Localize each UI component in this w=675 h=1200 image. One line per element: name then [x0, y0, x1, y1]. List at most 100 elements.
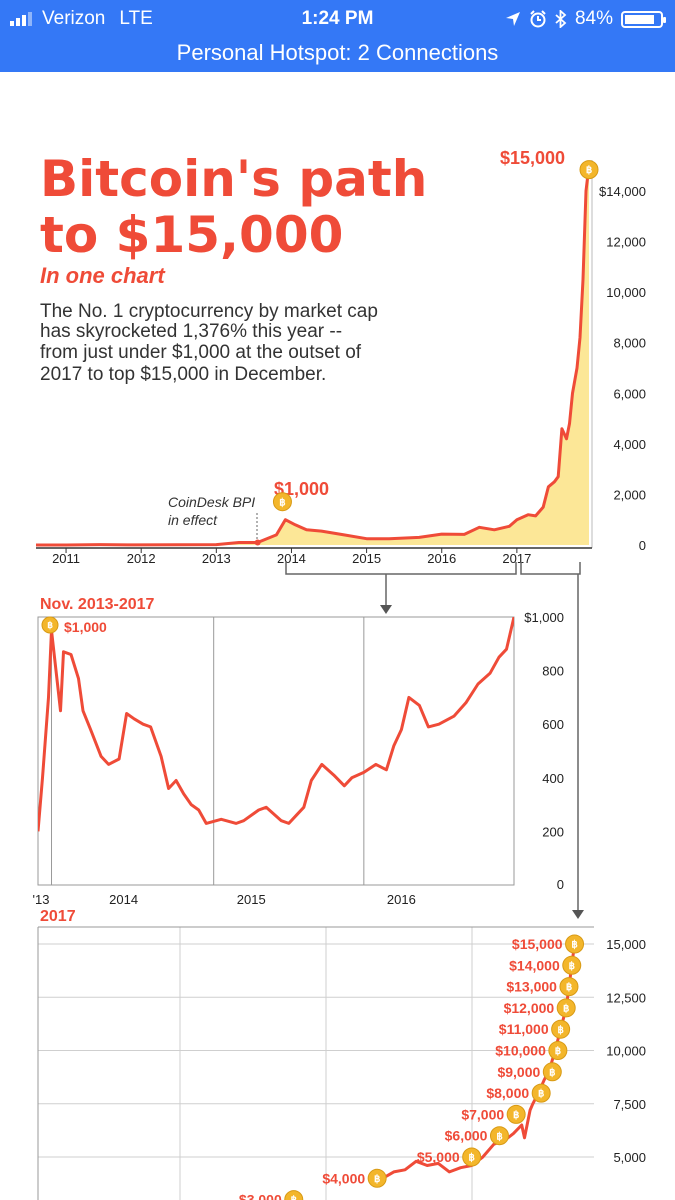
- chart-2-x-ticks: '13 2014 2015 2016: [33, 892, 416, 907]
- alarm-clock-icon: [530, 10, 546, 28]
- chart-2-y-tick-label: 600: [542, 717, 564, 732]
- milestone-label: $13,000: [506, 979, 557, 995]
- bitcoin-coin-icon: ฿: [489, 1126, 509, 1146]
- chart-1-x-tick-label: 2012: [127, 551, 156, 566]
- description-line-2: has skyrocketed 1,376% this year --: [40, 321, 342, 342]
- network-type: LTE: [119, 8, 153, 29]
- chart-2-title: Nov. 2013-2017: [40, 596, 155, 613]
- chart-title-line-2: to $15,000: [40, 206, 343, 264]
- chart-title-line-1: Bitcoin's path: [40, 150, 427, 208]
- location-arrow-icon: [505, 12, 520, 26]
- svg-text:฿: ฿: [513, 1110, 519, 1121]
- description-line-3: from just under $1,000 at the outset of: [40, 342, 362, 363]
- milestone: $8,000 ฿: [486, 1083, 551, 1103]
- milestone-label: $12,000: [504, 1000, 555, 1016]
- bracket-2017: [520, 562, 581, 575]
- bitcoin-coin-icon: ฿: [556, 998, 576, 1018]
- chart-3-y-tick-label: 10,000: [606, 1044, 646, 1059]
- chart-subtitle: In one chart: [40, 263, 166, 288]
- bracket-2013-2017: [285, 562, 517, 575]
- chart-1-y-tick-label: $14,000: [599, 184, 646, 199]
- svg-text:฿: ฿: [586, 165, 592, 176]
- chart-2-y-tick-label: 800: [542, 664, 564, 679]
- milestone: $6,000 ฿: [445, 1126, 509, 1146]
- bpi-note-line-2: in effect: [168, 512, 218, 528]
- milestone: $9,000 ฿: [497, 1062, 562, 1082]
- chart-2-y-tick-label: 0: [557, 877, 564, 892]
- svg-text:฿: ฿: [279, 497, 285, 508]
- chart-1-y-tick-label: 6,000: [613, 386, 646, 401]
- milestone: $3,000 ฿: [239, 1190, 304, 1200]
- milestone-label: $7,000: [461, 1106, 504, 1122]
- chart-3-y-tick-label: 15,000: [606, 937, 646, 952]
- bitcoin-coin-icon: ฿: [542, 1062, 562, 1082]
- signal-strength-icon: [10, 12, 32, 26]
- status-right: 84%: [505, 8, 666, 30]
- milestone: $11,000 ฿: [499, 1019, 571, 1039]
- milestone: $15,000 ฿: [512, 934, 585, 954]
- chart-3-y-tick-label: 5,000: [613, 1150, 646, 1165]
- chart-2-y-ticks: $1,000 800 600 400 200 0: [524, 610, 564, 892]
- chart-1-y-tick-label: 4,000: [613, 437, 646, 452]
- chart-2-frame: [37, 616, 515, 886]
- svg-text:฿: ฿: [496, 1131, 502, 1142]
- description-line-4: 2017 to top $15,000 in December.: [40, 364, 326, 385]
- chart-1-y-ticks: $14,000 12,000 10,000 8,000 6,000 4,000 2,000 0: [599, 184, 646, 553]
- svg-text:฿: ฿: [469, 1153, 475, 1164]
- hotspot-banner[interactable]: Personal Hotspot: 2 Connections: [0, 38, 675, 72]
- svg-text:฿: ฿: [569, 961, 575, 972]
- chart-2-x-tick-label: 2014: [109, 892, 138, 907]
- infographic-svg: $14,000 12,000 10,000 8,000 6,000 4,000 2,000 0…: [33, 148, 646, 1200]
- milestone-label: $10,000: [495, 1043, 546, 1059]
- bitcoin-coin-icon: ฿: [579, 160, 599, 180]
- milestone-label: $3,000: [239, 1192, 282, 1200]
- chart-2-y-tick-label: 400: [542, 771, 564, 786]
- battery-percent: 84%: [574, 8, 613, 29]
- svg-text:฿: ฿: [563, 1004, 569, 1015]
- svg-text:฿: ฿: [291, 1195, 297, 1200]
- bpi-marker: [254, 539, 261, 546]
- svg-text:฿: ฿: [566, 982, 572, 993]
- milestone-label: $4,000: [322, 1170, 365, 1186]
- bitcoin-coin-icon: ฿: [272, 492, 292, 512]
- chart-3-grid: [38, 927, 594, 1200]
- bitcoin-infographic: $14,000 12,000 10,000 8,000 6,000 4,000 2,000 0…: [0, 72, 675, 1200]
- chart-1-y-tick-label: 0: [639, 538, 646, 553]
- svg-text:฿: ฿: [538, 1089, 544, 1100]
- milestone-label: $5,000: [417, 1149, 460, 1165]
- chart-2-x-tick-label: 2015: [237, 892, 266, 907]
- svg-text:฿: ฿: [571, 940, 577, 951]
- svg-text:฿: ฿: [557, 1025, 563, 1036]
- bitcoin-coin-icon: ฿: [559, 977, 579, 997]
- milestone: $4,000 ฿: [322, 1168, 387, 1188]
- svg-text:฿: ฿: [374, 1174, 380, 1185]
- bitcoin-coin-icon: ฿: [462, 1147, 482, 1167]
- chart-3-title: 2017: [40, 908, 76, 925]
- chart-1-y-tick-label: 10,000: [606, 285, 646, 300]
- bitcoin-coin-icon: ฿: [531, 1083, 551, 1103]
- status-bar: Verizon LTE 1:24 PM 84%: [0, 0, 675, 38]
- svg-text:฿: ฿: [47, 620, 53, 630]
- milestone-label: $15,000: [512, 936, 563, 952]
- svg-text:฿: ฿: [555, 1046, 561, 1057]
- milestone-label: $11,000: [499, 1021, 549, 1037]
- chart-2-x-tick-label: 2016: [387, 892, 416, 907]
- milestone: $10,000 ฿: [495, 1041, 568, 1060]
- milestone-label: $9,000: [497, 1064, 540, 1080]
- milestone-label: $14,000: [509, 957, 560, 973]
- milestone-label: $6,000: [445, 1128, 488, 1144]
- zoom-connectors: [285, 562, 581, 912]
- bitcoin-coin-icon: ฿: [548, 1041, 568, 1060]
- bluetooth-icon: [555, 10, 567, 28]
- chart-2-peak-label: $1,000: [64, 619, 107, 635]
- chart-3-milestones: $3,000฿$4,000฿$5,000฿$6,000฿$7,000฿$8,00…: [239, 934, 585, 1200]
- milestone: $14,000 ฿: [509, 955, 582, 975]
- chart-1-x-ticks: 2011 2012 2013 2014 2015 2016 2017: [52, 548, 531, 566]
- arrow-down-icon: [380, 605, 392, 614]
- milestone: $13,000 ฿: [506, 977, 579, 997]
- chart-2-y-tick-label: 200: [542, 824, 564, 839]
- battery-fill: [625, 14, 654, 24]
- bitcoin-coin-icon: ฿: [284, 1190, 304, 1200]
- chart-3-y-tick-label: 12,500: [606, 990, 646, 1005]
- chart-2-y-tick-label: $1,000: [524, 610, 564, 625]
